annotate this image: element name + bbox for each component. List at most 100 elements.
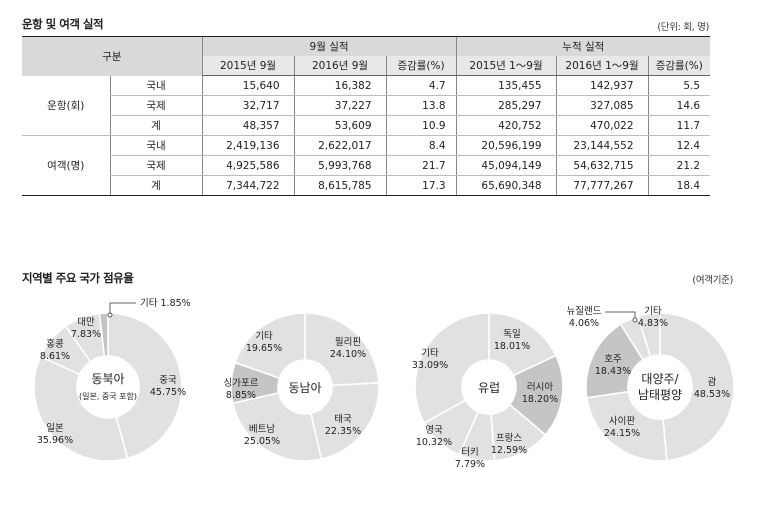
slice-label: 뉴질랜드 — [567, 305, 602, 317]
slice-value-label: 33.09% — [412, 360, 448, 371]
row-label: 국제 — [109, 155, 203, 176]
slice-label: 홍콩 — [46, 338, 64, 350]
table-row: 국제 32,717 37,227 13.8 285,297 327,085 14… — [22, 95, 711, 116]
table-cell: 15,640 — [201, 75, 295, 96]
column-header: 2016년 1～9월 — [555, 56, 649, 76]
slice-value-label: 8.61% — [40, 351, 70, 362]
slice-label: 기타 — [255, 331, 273, 342]
slice-label: 괌 — [708, 376, 717, 388]
slice-value-label: 35.96% — [37, 435, 73, 446]
donut-center-label: (일본, 중국 포함) — [79, 392, 137, 401]
slice-label: 기타 — [644, 306, 662, 317]
donut-slice — [659, 312, 735, 462]
table-cell: 285,297 — [455, 95, 557, 116]
slice-label: 일본 — [46, 423, 64, 434]
table-cell: 8,615,785 — [293, 175, 387, 196]
slice-value-label: 18.43% — [595, 366, 631, 377]
column-header: 2015년 1～9월 — [455, 56, 557, 76]
table-row: 국제 4,925,586 5,993,768 21.7 45,094,149 5… — [22, 155, 711, 176]
donut-slice — [310, 381, 380, 461]
table-cell: 13.8 — [385, 95, 457, 116]
table-cell: 11.7 — [647, 115, 711, 136]
slice-label: 영국 — [425, 425, 443, 436]
chart-section-unit: (여객기준) — [692, 275, 733, 286]
donut-slice — [304, 312, 380, 387]
table-cell: 5.5 — [647, 75, 711, 96]
slice-label: 터키 — [461, 447, 478, 458]
row-label: 국제 — [109, 95, 203, 116]
slice-value-label: 25.05% — [244, 436, 280, 447]
table-cell: 8.4 — [385, 135, 457, 156]
slice-value-label: 7.79% — [455, 459, 485, 470]
slice-label: 독일 — [503, 329, 520, 340]
group-label-passengers: 여객(명) — [22, 135, 110, 196]
header-september: 9월 실적 — [201, 36, 457, 56]
table-cell: 23,144,552 — [555, 135, 649, 156]
table-cell: 18.4 — [647, 175, 711, 196]
row-label: 국내 — [109, 135, 203, 156]
donut-center-label: 유럽 — [478, 381, 500, 395]
table-cell: 4.7 — [385, 75, 457, 96]
donut-slice — [585, 390, 668, 462]
donut-center-label: 동북아 — [91, 372, 124, 386]
donut-slice — [107, 312, 183, 460]
slice-label: 러시아 — [527, 382, 553, 393]
slice-value-label: 24.10% — [330, 349, 366, 360]
leader-dot — [632, 317, 638, 323]
leader-line — [605, 311, 636, 320]
table-cell: 420,752 — [455, 115, 557, 136]
donut-center-label: 남태평양 — [638, 388, 682, 402]
performance-table: 구분 9월 실적 누적 실적 2015년 9월 2016년 9월 증감률(%) … — [22, 36, 711, 196]
donut-slice — [414, 312, 490, 425]
table-cell: 21.7 — [385, 155, 457, 176]
table-cell: 470,022 — [555, 115, 649, 136]
header-cumulative: 누적 실적 — [455, 36, 711, 56]
table-cell: 45,094,149 — [455, 155, 557, 176]
table-cell: 142,937 — [555, 75, 649, 96]
table-row: 계 48,357 53,609 10.9 420,752 470,022 11.… — [22, 115, 711, 136]
table-cell: 2,419,136 — [201, 135, 295, 156]
table-cell: 37,227 — [293, 95, 387, 116]
slice-value-label: 48.53% — [694, 389, 730, 400]
table-row: 여객(명) 국내 2,419,136 2,622,017 8.4 20,596,… — [22, 135, 711, 196]
donut-center-label: 동남아 — [288, 381, 321, 395]
table-cell: 14.6 — [647, 95, 711, 116]
slice-value-label: 19.65% — [246, 343, 282, 354]
slice-label: 중국 — [159, 375, 177, 386]
slice-label: 프랑스 — [496, 432, 522, 444]
table-cell: 5,993,768 — [293, 155, 387, 176]
column-header: 2015년 9월 — [201, 56, 295, 76]
slice-value-label: 12.59% — [491, 445, 527, 456]
donut-slice — [636, 312, 661, 358]
group-label-flights: 운항(회) — [22, 75, 110, 136]
table-cell: 54,632,715 — [555, 155, 649, 176]
slice-label: 베트남 — [249, 424, 275, 435]
slice-value-label: 10.32% — [416, 437, 452, 448]
slice-value-label: 4.06% — [569, 318, 599, 329]
donut-slice — [33, 355, 129, 462]
column-header: 증감률(%) — [385, 56, 457, 76]
slice-label: 싱가포르 — [224, 378, 259, 389]
row-label: 계 — [109, 115, 203, 136]
donut-slice — [231, 391, 323, 462]
table-row: 계 7,344,722 8,615,785 17.3 65,690,348 77… — [22, 175, 711, 196]
table-cell: 135,455 — [455, 75, 557, 96]
chart-section-title: 지역별 주요 국가 점유율 — [22, 271, 134, 285]
donut-center-label: 대양주/ — [641, 372, 679, 386]
table-cell: 32,717 — [201, 95, 295, 116]
table-cell: 65,690,348 — [455, 175, 557, 196]
slice-value-label: 45.75% — [150, 387, 186, 398]
slice-label: 필리핀 — [335, 336, 361, 348]
slice-value-label: 7.83% — [71, 329, 101, 340]
table-cell: 7,344,722 — [201, 175, 295, 196]
table-cell: 2,622,017 — [293, 135, 387, 156]
slice-label: 태국 — [334, 414, 352, 425]
table-cell: 17.3 — [385, 175, 457, 196]
table-cell: 20,596,199 — [455, 135, 557, 156]
donut-slice — [234, 312, 306, 380]
table-cell: 10.9 — [385, 115, 457, 136]
table-row: 운항(회) 국내 15,640 16,382 4.7 135,455 142,9… — [22, 75, 711, 136]
table-cell: 4,925,586 — [201, 155, 295, 176]
slice-label: 기타 1.85% — [140, 298, 191, 309]
